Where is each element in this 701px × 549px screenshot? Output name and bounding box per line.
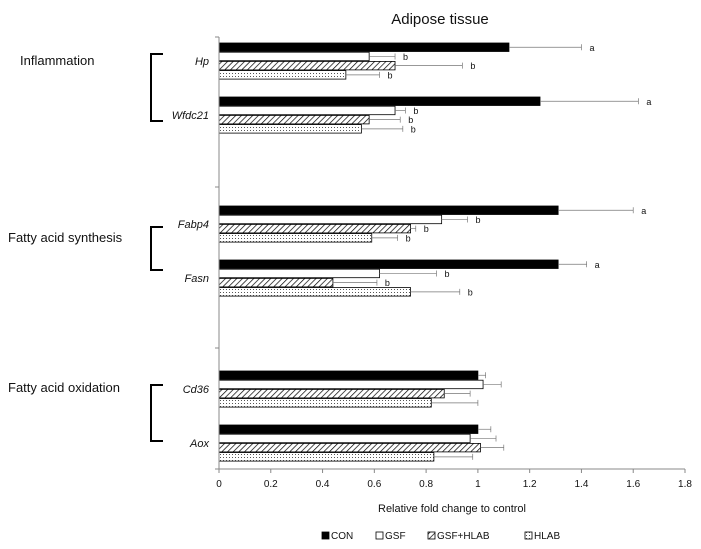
significance-label: b — [444, 269, 449, 279]
x-tick-label: 0.4 — [316, 479, 330, 490]
bar — [218, 424, 479, 434]
bar — [218, 70, 347, 80]
legend: CON GSF GSF+HLAB HLAB — [321, 531, 560, 542]
group-label: Fatty acid oxidation — [8, 380, 120, 395]
gene-labels: Hp Wfdc21 Fabp4 Fasn Cd36 Aox — [172, 56, 210, 450]
x-tick-label: 0 — [216, 479, 222, 490]
x-tick-label: 1.2 — [523, 479, 537, 490]
gene-label: Fasn — [185, 273, 209, 285]
group-bracket — [150, 384, 163, 442]
bar — [218, 223, 411, 234]
legend-swatch — [321, 531, 330, 540]
significance-label: a — [595, 260, 600, 270]
legend-swatch — [524, 531, 533, 540]
bar — [218, 115, 370, 125]
bars — [218, 42, 559, 462]
bar — [218, 205, 559, 215]
legend-swatch — [427, 531, 436, 540]
bar — [218, 388, 445, 399]
x-tick-label: 0.8 — [419, 479, 433, 490]
axes: 0 0.2 0.4 0.6 0.8 1 1.2 1.4 1.6 1.8 — [215, 36, 692, 490]
group-label: Inflammation — [20, 53, 94, 68]
significance-label: b — [388, 70, 393, 80]
significance-label: b — [468, 287, 473, 297]
x-tick-label: 0.2 — [264, 479, 278, 490]
gene-label: Cd36 — [183, 384, 210, 396]
bar — [218, 379, 484, 390]
significance-label: a — [646, 97, 651, 107]
significance-label: b — [470, 61, 475, 71]
legend-label: GSF — [385, 531, 406, 542]
significance-label: a — [589, 43, 594, 53]
bar — [218, 287, 411, 297]
bar — [218, 370, 479, 380]
legend-label: GSF+HLAB — [437, 531, 490, 542]
gene-label: Fabp4 — [178, 219, 209, 231]
group-bracket — [150, 53, 163, 122]
x-tick-label: 1.4 — [574, 479, 588, 490]
group-bracket — [150, 226, 163, 271]
group-labels: Inflammation Fatty acid synthesis Fatty ac… — [8, 53, 123, 395]
bar — [218, 124, 362, 134]
significance-label: b — [413, 106, 418, 116]
bar — [218, 442, 481, 453]
bar — [218, 61, 396, 71]
bar — [218, 42, 510, 52]
gene-label: Wfdc21 — [172, 110, 209, 122]
significance-label: b — [385, 278, 390, 288]
error-bars — [332, 44, 639, 460]
bar — [218, 452, 435, 462]
bar — [218, 233, 373, 243]
bar — [218, 398, 432, 408]
significance-label: b — [408, 115, 413, 125]
x-tick-label: 1 — [475, 479, 481, 490]
bar — [218, 96, 541, 106]
x-tick-label: 1.6 — [626, 479, 640, 490]
bar — [218, 268, 380, 279]
legend-label: HLAB — [534, 531, 560, 542]
significance-label: b — [406, 233, 411, 243]
significance-label: b — [476, 215, 481, 225]
group-label: Fatty acid synthesis — [8, 230, 123, 245]
group-brackets — [150, 53, 163, 442]
legend-label: CON — [331, 531, 353, 542]
x-tick-label: 1.8 — [678, 479, 692, 490]
gene-label: Hp — [195, 56, 209, 68]
bar — [218, 51, 370, 62]
bar — [218, 259, 559, 269]
bar — [218, 214, 443, 225]
gene-label: Aox — [189, 438, 209, 450]
legend-swatch — [375, 531, 384, 540]
x-tick-label: 0.6 — [367, 479, 381, 490]
significance-label: b — [411, 124, 416, 134]
x-axis-label: Relative fold change to control — [378, 503, 526, 515]
significance-label: b — [403, 52, 408, 62]
significance-label: a — [641, 206, 646, 216]
significance-label: b — [424, 224, 429, 234]
bar — [218, 433, 471, 444]
bar — [218, 277, 334, 288]
bar — [218, 105, 396, 116]
chart-title: Adipose tissue — [391, 11, 489, 28]
